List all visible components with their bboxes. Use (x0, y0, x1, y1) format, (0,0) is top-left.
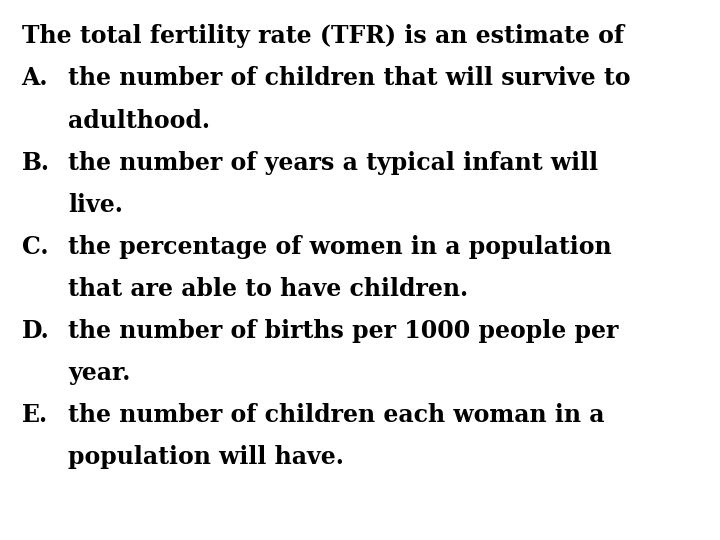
Text: that are able to have children.: that are able to have children. (68, 277, 469, 301)
Text: the number of years a typical infant will: the number of years a typical infant wil… (68, 151, 598, 174)
Text: E.: E. (22, 403, 48, 427)
Text: the number of children that will survive to: the number of children that will survive… (68, 66, 631, 90)
Text: live.: live. (68, 193, 123, 217)
Text: adulthood.: adulthood. (68, 109, 210, 132)
Text: B.: B. (22, 151, 50, 174)
Text: A.: A. (22, 66, 48, 90)
Text: C.: C. (22, 235, 48, 259)
Text: the percentage of women in a population: the percentage of women in a population (68, 235, 612, 259)
Text: D.: D. (22, 319, 50, 343)
Text: the number of births per 1000 people per: the number of births per 1000 people per (68, 319, 618, 343)
Text: population will have.: population will have. (68, 446, 344, 469)
Text: The total fertility rate (TFR) is an estimate of: The total fertility rate (TFR) is an est… (22, 24, 624, 48)
Text: year.: year. (68, 361, 131, 385)
Text: the number of children each woman in a: the number of children each woman in a (68, 403, 605, 427)
